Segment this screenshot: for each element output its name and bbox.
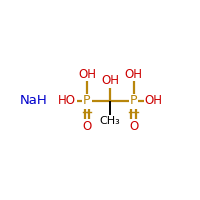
Text: O: O xyxy=(82,120,92,133)
Text: OH: OH xyxy=(78,68,96,81)
Text: CH₃: CH₃ xyxy=(100,116,121,126)
Text: OH: OH xyxy=(145,95,163,108)
Text: NaH: NaH xyxy=(20,95,47,108)
Text: P: P xyxy=(83,95,91,108)
Text: O: O xyxy=(129,120,138,133)
Text: HO: HO xyxy=(58,95,76,108)
Text: OH: OH xyxy=(124,68,142,81)
Text: OH: OH xyxy=(101,74,119,87)
Text: P: P xyxy=(130,95,137,108)
